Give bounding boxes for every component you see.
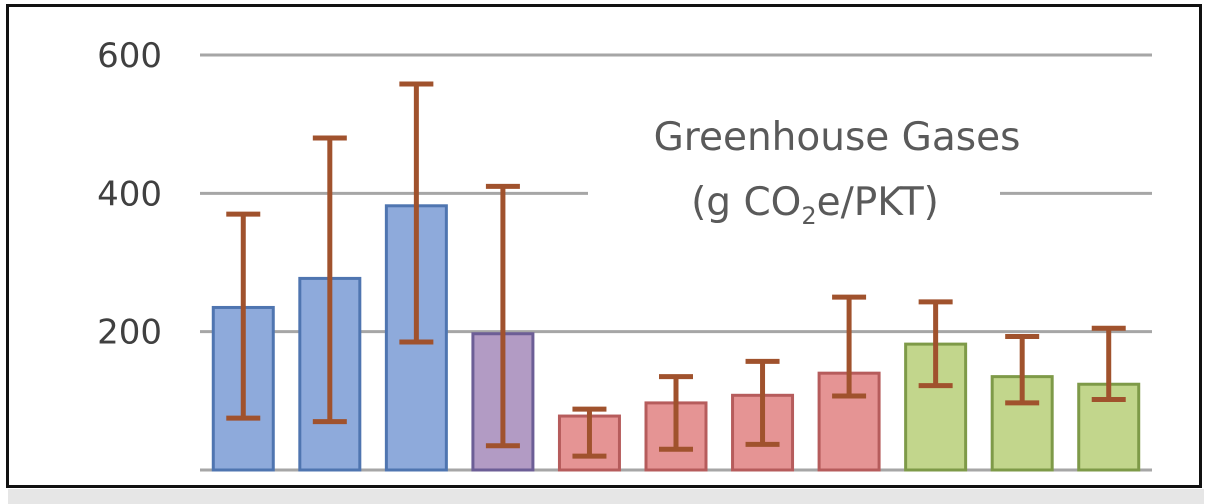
error-bar-11 bbox=[1091, 325, 1126, 402]
error-bar-5 bbox=[572, 406, 607, 459]
y-tick-label-600: 600 bbox=[97, 36, 162, 76]
chart-title-line2-pre: (g CO bbox=[691, 180, 801, 225]
error-bar-6 bbox=[659, 374, 693, 452]
error-bar-7 bbox=[745, 358, 780, 447]
title-backdrop bbox=[588, 100, 1000, 235]
chart-title-line2-post: e/PKT) bbox=[817, 180, 939, 225]
y-tick-labels: 200 400 600 bbox=[97, 36, 162, 353]
error-bar-2 bbox=[312, 135, 347, 425]
y-tick-label-400: 400 bbox=[97, 174, 162, 214]
error-bar-10 bbox=[1005, 334, 1040, 406]
error-bar-3 bbox=[399, 81, 434, 345]
error-bar-4 bbox=[485, 183, 520, 449]
chart-title-line2: (g CO2e/PKT) bbox=[691, 180, 939, 230]
error-bar-1 bbox=[226, 211, 261, 421]
error-bar-8 bbox=[832, 294, 867, 399]
bottom-strip bbox=[8, 489, 1204, 504]
error-bars bbox=[226, 81, 1126, 459]
chart-title-line1: Greenhouse Gases bbox=[654, 115, 1021, 160]
bar-8 bbox=[817, 371, 881, 472]
y-tick-label-200: 200 bbox=[97, 313, 162, 353]
bar-10 bbox=[990, 375, 1054, 472]
chart-title-line2-sub: 2 bbox=[801, 202, 816, 230]
error-bar-9 bbox=[918, 299, 953, 389]
